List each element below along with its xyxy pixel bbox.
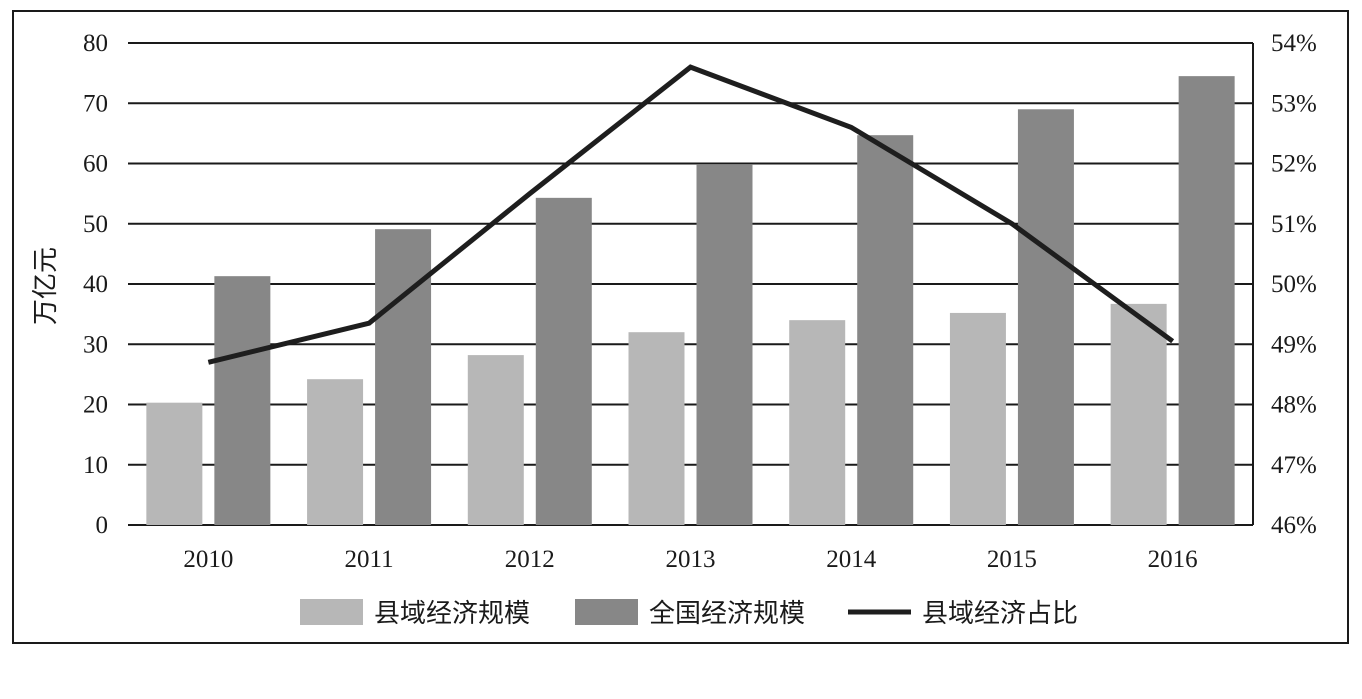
- x-tick-label: 2011: [345, 546, 394, 573]
- bar: [1110, 303, 1167, 525]
- x-tick-label: 2015: [987, 546, 1037, 573]
- bar: [789, 320, 846, 525]
- tick-labels: 0 10 20 30 40 50 60 70 80 46% 47% 48% 49% 50% 51% 52% 53…: [83, 30, 1317, 573]
- legend-swatch: [300, 599, 363, 625]
- bar: [535, 197, 592, 525]
- bar: [467, 355, 524, 525]
- x-tick-label: 2016: [1148, 546, 1198, 573]
- y-tick-label: 30: [83, 331, 108, 358]
- y2-tick-label: 50%: [1271, 271, 1317, 298]
- bar: [146, 402, 203, 525]
- y-tick-label: 20: [83, 392, 108, 419]
- y2-tick-label: 47%: [1271, 452, 1317, 479]
- y2-tick-label: 54%: [1271, 30, 1317, 57]
- bar: [1017, 109, 1074, 526]
- y-tick-label: 50: [83, 211, 108, 238]
- bar: [949, 312, 1006, 525]
- bar: [1178, 76, 1235, 525]
- y-axis-label: 万亿元: [31, 247, 61, 325]
- y-tick-label: 10: [83, 452, 108, 479]
- y2-tick-label: 49%: [1271, 331, 1317, 358]
- y2-tick-label: 46%: [1271, 512, 1317, 539]
- legend-label: 县域经济占比: [922, 599, 1078, 629]
- bar: [696, 164, 753, 526]
- y-tick-label: 80: [83, 30, 108, 57]
- y-tick-label: 40: [83, 271, 108, 298]
- bar-layer: [146, 76, 1235, 526]
- x-tick-label: 2013: [666, 546, 716, 573]
- line-layer: [207, 64, 1175, 365]
- x-tick-label: 2014: [826, 546, 877, 573]
- y2-tick-label: 51%: [1271, 211, 1317, 238]
- legend-label: 县域经济规模: [374, 599, 530, 629]
- gridlines: [128, 42, 1254, 526]
- bar: [857, 135, 914, 525]
- legend-label: 全国经济规模: [649, 599, 805, 629]
- bar: [214, 276, 271, 525]
- bar: [307, 379, 364, 525]
- y-tick-label: 60: [83, 151, 108, 178]
- x-tick-label: 2012: [505, 546, 555, 573]
- y2-tick-label: 53%: [1271, 90, 1317, 117]
- x-tick-label: 2010: [183, 546, 233, 573]
- bar: [375, 229, 432, 526]
- bar: [628, 332, 685, 525]
- y-tick-label: 70: [83, 90, 108, 117]
- legend-swatch: [575, 599, 638, 625]
- y-tick-label: 0: [96, 512, 109, 539]
- y2-tick-label: 48%: [1271, 392, 1317, 419]
- y2-tick-label: 52%: [1271, 151, 1317, 178]
- legend: 县域经济规模 全国经济规模 县域经济占比: [300, 599, 1078, 629]
